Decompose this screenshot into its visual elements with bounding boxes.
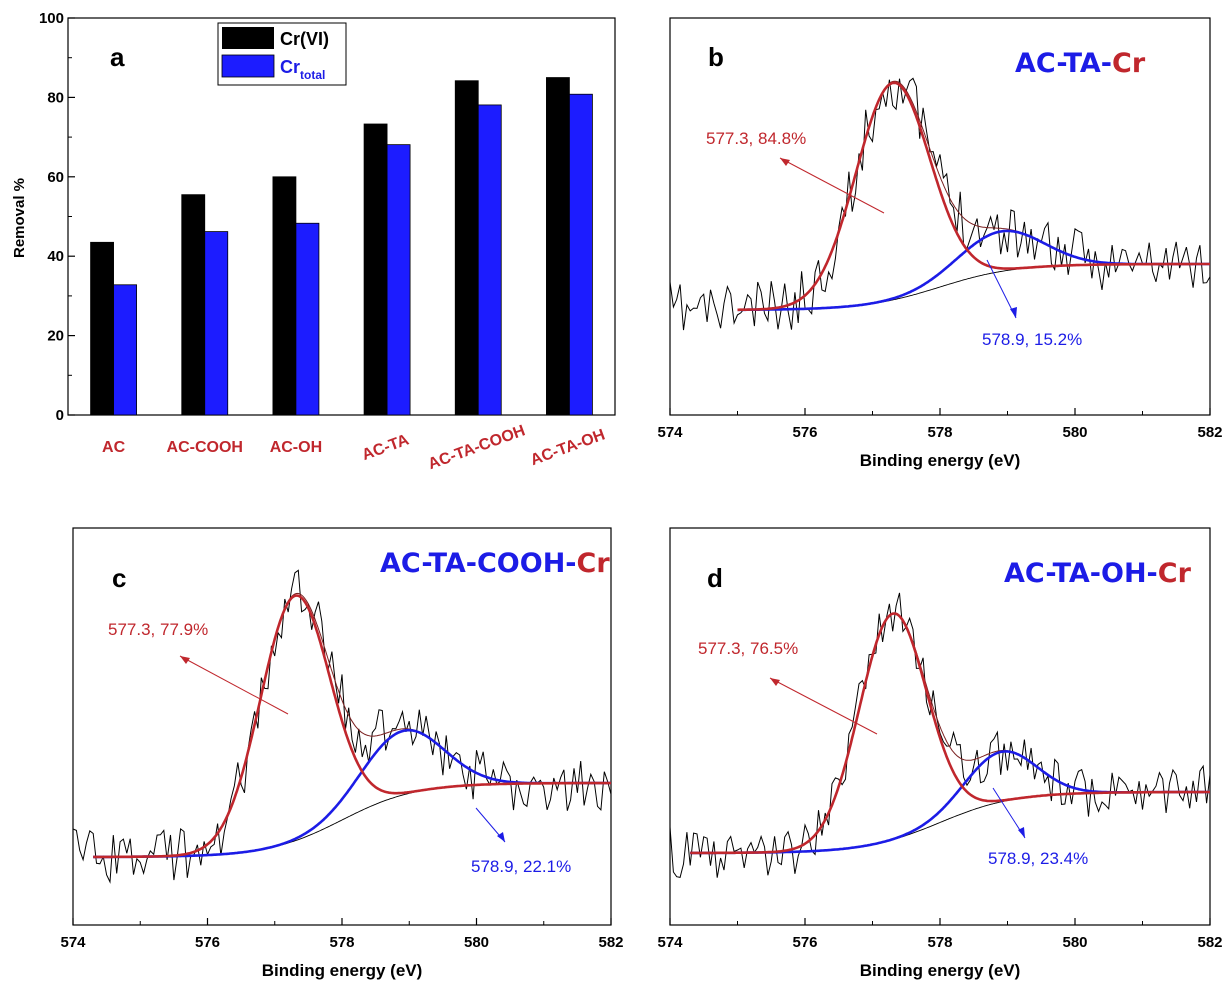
x-tick-label: 582 — [1197, 934, 1222, 951]
panel-title-b: AC-TA-Cr — [1015, 48, 1146, 79]
y-tick-label: 40 — [47, 248, 64, 265]
legend-label-cr-total: Crtotal — [280, 57, 325, 82]
bar-cr-total — [386, 144, 411, 416]
panel-letter-d: d — [707, 563, 723, 593]
legend-label-cr-main: Cr — [280, 57, 300, 77]
panel-title-c: AC-TA-COOH-Cr — [380, 548, 610, 579]
bar-cr-vi — [90, 241, 114, 416]
x-tick-label: 574 — [657, 424, 683, 441]
category-label: AC-OH — [270, 439, 322, 456]
x-axis-ticks: 574 576 578 580 582 — [657, 918, 1223, 951]
bar-cr-total — [113, 284, 137, 416]
category-labels: AC AC-COOH AC-OH AC-TA AC-TA-COOH AC-TA-OH — [102, 422, 607, 473]
y-tick-label: 100 — [39, 10, 64, 27]
panel-a-bar-chart: 0 20 40 60 80 100 Removal % AC AC-COOH AC-OH AC-… — [11, 10, 616, 473]
panel-title-d-cr: Cr — [1158, 558, 1192, 589]
legend-label-cr-vi: Cr(VI) — [280, 29, 329, 49]
y-tick-label: 20 — [47, 328, 64, 345]
spectrum-curves — [669, 77, 1211, 331]
bar-cr-vi — [272, 176, 297, 416]
peak2-label-c: 578.9, 22.1% — [471, 857, 571, 876]
category-label: AC-COOH — [167, 439, 243, 456]
x-tick-label: 576 — [195, 934, 220, 951]
x-tick-label: 578 — [927, 934, 952, 951]
x-axis-ticks: 574 576 578 580 582 — [657, 408, 1223, 441]
bars — [90, 77, 593, 416]
y-tick-label: 80 — [47, 89, 64, 106]
x-tick-label: 580 — [1062, 934, 1087, 951]
peak2-fit-line — [737, 229, 1210, 312]
y-tick-label: 60 — [47, 169, 64, 186]
panel-title-b-cr: Cr — [1112, 48, 1146, 79]
raw-spectrum-line — [669, 592, 1211, 878]
x-tick-label: 580 — [464, 934, 489, 951]
legend-label-cr-sub: total — [300, 68, 325, 82]
category-label: AC-TA-COOH — [426, 422, 528, 473]
y-tick-label: 0 — [56, 407, 64, 424]
panel-letter-a: a — [110, 42, 125, 72]
peak1-label-b: 577.3, 84.8% — [706, 129, 806, 148]
x-tick-label: 580 — [1062, 424, 1087, 441]
panel-b-xps-spectrum: 574 576 578 580 582 Binding energy (eV) b AC… — [657, 17, 1223, 470]
bar-cr-total — [204, 231, 229, 416]
peak1-fit-line — [690, 612, 1210, 855]
annotation-arrows — [179, 655, 506, 843]
x-axis-ticks: 574 576 578 580 582 — [60, 918, 624, 951]
peak1-fit-line — [737, 81, 1210, 312]
panel-letter-c: c — [112, 563, 126, 593]
peak1-label-d: 577.3, 76.5% — [698, 639, 798, 658]
x-axis-label: Binding energy (eV) — [860, 961, 1021, 980]
spectrum-curves — [669, 592, 1211, 878]
x-tick-label: 582 — [598, 934, 623, 951]
y-axis-label: Removal % — [11, 178, 28, 258]
bar-cr-total — [569, 93, 593, 416]
peak1-fit-line — [93, 594, 611, 859]
peak2-label-b: 578.9, 15.2% — [982, 330, 1082, 349]
panel-title-c-main: AC-TA-COOH- — [380, 548, 577, 579]
panel-title-d: AC-TA-OH-Cr — [1004, 558, 1192, 589]
x-tick-label: 582 — [1197, 424, 1222, 441]
raw-spectrum-line — [72, 569, 612, 884]
peak1-label-c: 577.3, 77.9% — [108, 620, 208, 639]
bar-cr-vi — [363, 123, 388, 416]
category-label: AC-TA — [360, 431, 412, 464]
y-axis-ticks: 0 20 40 60 80 100 — [39, 10, 75, 424]
legend-swatch-cr-total — [221, 54, 275, 78]
annotation-arrows — [779, 157, 1017, 319]
panel-title-b-main: AC-TA- — [1015, 48, 1112, 79]
bar-cr-vi — [181, 194, 206, 416]
x-axis-label: Binding energy (eV) — [860, 451, 1021, 470]
peak2-label-d: 578.9, 23.4% — [988, 849, 1088, 868]
raw-spectrum-line — [669, 77, 1211, 331]
x-tick-label: 578 — [329, 934, 354, 951]
x-tick-label: 576 — [792, 934, 817, 951]
x-axis-label: Binding energy (eV) — [262, 961, 423, 980]
bar-cr-vi — [546, 77, 570, 416]
x-tick-label: 574 — [657, 934, 683, 951]
bar-cr-total — [477, 104, 502, 416]
spectrum-curves — [72, 569, 612, 884]
panel-letter-b: b — [708, 42, 724, 72]
x-tick-label: 574 — [60, 934, 86, 951]
panel-d-xps-spectrum: 574 576 578 580 582 Binding energy (eV) d AC… — [657, 527, 1223, 980]
panel-title-c-cr: Cr — [577, 548, 611, 579]
category-label: AC — [102, 439, 126, 456]
x-tick-label: 578 — [927, 424, 952, 441]
bar-cr-total — [295, 222, 320, 416]
x-tick-label: 576 — [792, 424, 817, 441]
panel-title-d-main: AC-TA-OH- — [1004, 558, 1158, 589]
legend-swatch-cr-vi — [222, 27, 274, 49]
legend: Cr(VI) Crtotal — [217, 22, 347, 86]
bar-cr-vi — [454, 80, 479, 416]
background-line — [737, 263, 1210, 311]
annotation-arrows — [769, 677, 1026, 839]
panel-c-xps-spectrum: 574 576 578 580 582 Binding energy (eV) c AC… — [60, 527, 624, 980]
envelope-fit-line — [737, 80, 1210, 311]
category-label: AC-TA-OH — [528, 426, 607, 469]
